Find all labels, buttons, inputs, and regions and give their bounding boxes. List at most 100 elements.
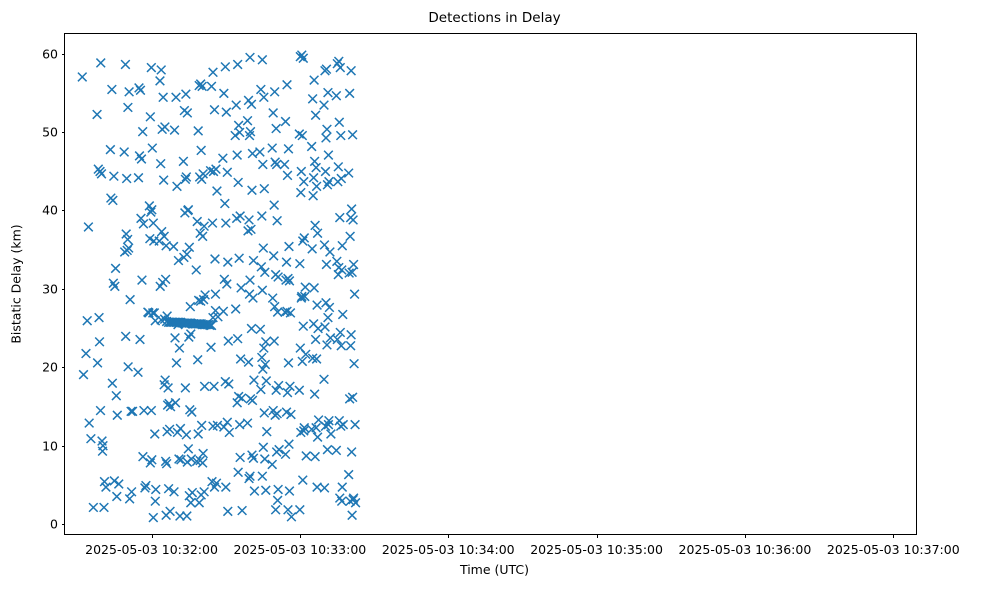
data-point [298,176,309,187]
data-point [233,467,244,478]
page-title: Detections in Delay [428,10,561,26]
data-point [123,361,134,372]
data-point [319,100,329,110]
data-point [222,167,233,178]
data-point [192,354,203,365]
data-point [347,267,357,278]
data-point [322,124,332,135]
data-point [192,216,203,227]
data-point [245,275,255,285]
data-point [269,86,280,97]
data-point [109,476,120,486]
data-point [143,307,153,317]
data-point [272,495,283,506]
data-point [168,241,179,252]
x-tick-label: 2025-05-03 10:34:00 [381,542,515,557]
data-point [283,143,294,154]
data-point [106,84,117,95]
data-point [136,213,146,224]
data-point [127,406,138,417]
data-point [310,110,321,121]
data-point [336,496,347,507]
data-point [285,381,295,392]
data-point [245,471,255,482]
data-point [133,172,144,183]
data-point [231,213,242,224]
data-point [310,334,321,345]
data-point [324,176,334,187]
data-point [284,486,295,496]
data-point [92,109,102,120]
data-point [286,511,297,522]
data-point [311,354,322,364]
data-point [222,257,233,267]
data-point [231,100,242,110]
data-point [322,444,333,455]
x-tick-mark [299,534,301,538]
data-point [311,162,321,173]
data-point [297,236,308,246]
data-point [257,285,268,296]
data-point [121,173,132,184]
data-point [323,87,333,98]
data-point [294,258,305,269]
data-point [258,243,269,253]
x-tick-label: 2025-05-03 10:32:00 [85,542,218,557]
data-point [337,482,348,492]
data-point [300,349,311,360]
data-point [160,456,171,467]
data-point [235,452,246,463]
data-point [332,176,343,187]
data-point [178,156,189,167]
data-point [224,427,235,438]
data-point [81,348,91,359]
data-point [306,424,317,435]
data-point [298,426,309,436]
data-point [301,451,312,461]
data-point [232,333,243,344]
data-point [312,300,322,310]
data-point [243,226,253,236]
data-point [99,476,110,487]
data-point [210,254,220,264]
data-point [185,497,196,508]
data-point [233,391,244,402]
data-point [186,407,197,417]
data-point [184,242,195,253]
data-point [122,245,133,256]
data-point [124,86,135,97]
data-point [111,491,122,502]
data-point [220,61,231,72]
data-point [258,442,269,453]
data-point [133,367,143,378]
data-point [259,408,270,418]
data-point [270,410,281,421]
data-point [108,278,119,289]
data-point [147,143,158,153]
data-point [268,108,279,118]
data-point [95,405,106,416]
data-point [222,506,233,517]
data-point [111,390,122,401]
data-point [333,269,344,280]
y-tick-mark [61,445,65,447]
data-point [320,65,330,76]
plot-area [65,34,916,534]
data-point [297,356,308,367]
data-point [350,497,361,508]
data-point [280,449,291,460]
data-point [208,421,218,432]
data-point [181,172,192,182]
data-point [300,282,311,292]
data-point [245,52,255,63]
data-point [230,130,241,141]
data-point [113,479,124,489]
data-point [322,340,332,350]
data-point [221,107,232,117]
data-point [206,81,217,92]
y-tick-label: 20 [42,359,58,375]
x-tick-mark [744,534,746,538]
x-tick-mark [151,534,153,538]
data-point [298,53,309,64]
data-point [255,84,266,95]
